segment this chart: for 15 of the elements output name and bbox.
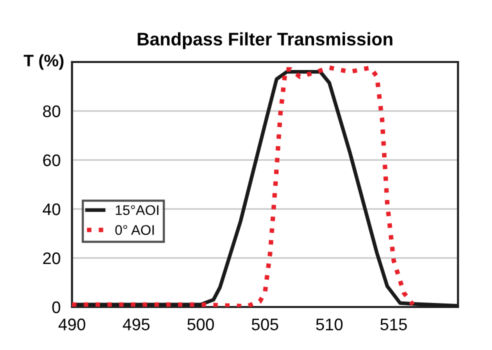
x-tick-label: 490	[58, 318, 86, 330]
x-tick-label: 505	[252, 318, 278, 330]
y-tick-label: 0	[52, 301, 60, 314]
y-tick-label: 80	[43, 105, 60, 118]
chart-title: Bandpass Filter Transmission	[138, 32, 392, 50]
x-tick-label: 495	[122, 318, 150, 330]
y-tick-label: 20	[43, 252, 60, 264]
x-tick-label: 500	[187, 318, 214, 330]
x-tick-label: 515	[380, 318, 407, 330]
y-tick-label: 40	[42, 203, 60, 216]
legend-label: 0° AOI	[115, 225, 154, 235]
legend-label: 15°AOI	[116, 205, 158, 216]
y-axis-title: T (%)	[24, 54, 64, 70]
y-tick-label: 60	[43, 154, 60, 166]
x-tick-label: 510	[316, 318, 343, 330]
